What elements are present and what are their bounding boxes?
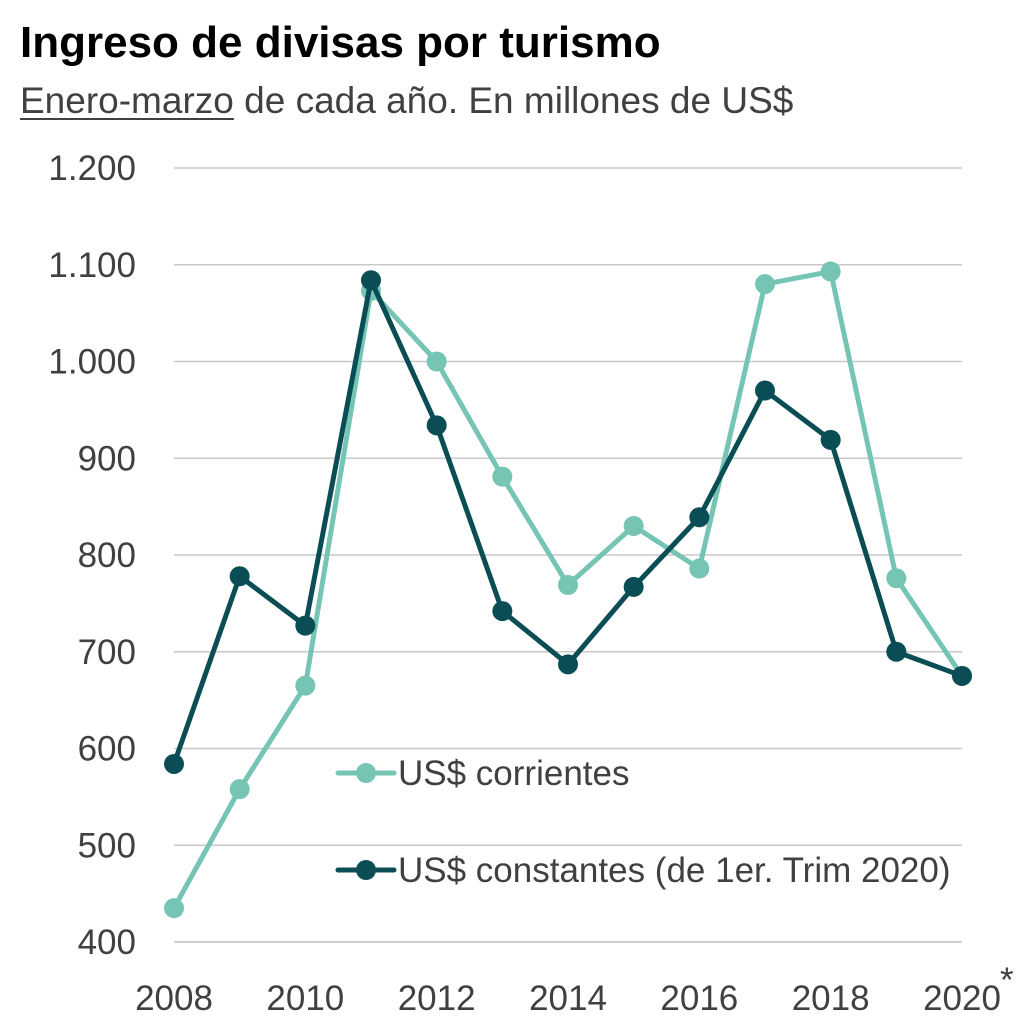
data-point-series-0 <box>492 466 513 487</box>
y-tick-label: 800 <box>78 536 136 575</box>
x-axis-ticks: 2008 2010 2012 2014 2016 2018 2020 * <box>135 961 1014 1018</box>
y-tick-label: 1.000 <box>48 343 136 382</box>
gridlines <box>174 167 962 943</box>
data-point-series-0 <box>229 779 250 800</box>
legend-marker <box>356 763 376 783</box>
data-point-series-1 <box>952 665 972 686</box>
y-tick-label: 1.200 <box>48 149 136 188</box>
data-point-series-0 <box>623 515 644 536</box>
x-tick-label: 2014 <box>529 979 607 1018</box>
subtitle-rest: de cada año. En millones de US$ <box>233 80 794 121</box>
x-tick-label: 2012 <box>398 979 476 1018</box>
series-line-1 <box>171 277 965 767</box>
data-point-series-1 <box>689 507 710 528</box>
chart-title: Ingreso de divisas por turismo <box>20 18 661 67</box>
data-point-series-0 <box>820 261 841 282</box>
data-point-series-1 <box>426 415 447 436</box>
data-point-series-0 <box>755 274 775 295</box>
data-point-series-1 <box>492 601 513 622</box>
y-tick-label: 1.100 <box>48 246 136 285</box>
legend: US$ corrientes US$ constantes (de 1er. Tr… <box>335 754 951 890</box>
x-tick-label: 2008 <box>135 979 213 1018</box>
y-tick-label: 900 <box>78 439 136 478</box>
x-axis-note: * <box>1000 961 1014 1000</box>
data-point-series-1 <box>755 380 775 401</box>
data-point-series-0 <box>164 898 184 919</box>
legend-marker <box>356 860 376 880</box>
legend-label: US$ corrientes <box>398 754 629 793</box>
x-tick-label: 2016 <box>660 979 738 1018</box>
data-point-series-0 <box>689 558 710 579</box>
data-point-series-0 <box>295 675 316 696</box>
y-tick-label: 500 <box>78 826 136 865</box>
x-tick-label: 2018 <box>792 979 870 1018</box>
y-tick-label: 700 <box>78 633 136 672</box>
y-axis-ticks: 400 500 600 700 800 900 1.000 1.100 1.200 <box>48 149 136 962</box>
data-point-series-0 <box>886 568 907 589</box>
data-point-series-0 <box>426 351 447 372</box>
data-point-series-1 <box>295 615 316 636</box>
data-point-series-1 <box>361 270 381 291</box>
data-point-series-0 <box>558 574 578 595</box>
data-point-series-1 <box>229 566 250 587</box>
chart-subtitle: Enero-marzo de cada año. En millones de … <box>20 80 793 122</box>
data-point-series-1 <box>623 576 644 597</box>
data-point-series-1 <box>886 641 907 662</box>
y-tick-label: 600 <box>78 730 136 769</box>
x-tick-label: 2010 <box>266 979 344 1018</box>
series-layer <box>164 261 972 919</box>
data-point-series-1 <box>558 654 578 675</box>
x-tick-label: 2020 <box>923 979 1001 1018</box>
subtitle-period: Enero-marzo <box>20 80 234 121</box>
data-point-series-1 <box>820 429 841 450</box>
legend-label: US$ constantes (de 1er. Trim 2020) <box>398 851 951 890</box>
y-tick-label: 400 <box>78 923 136 962</box>
data-point-series-1 <box>164 753 184 774</box>
